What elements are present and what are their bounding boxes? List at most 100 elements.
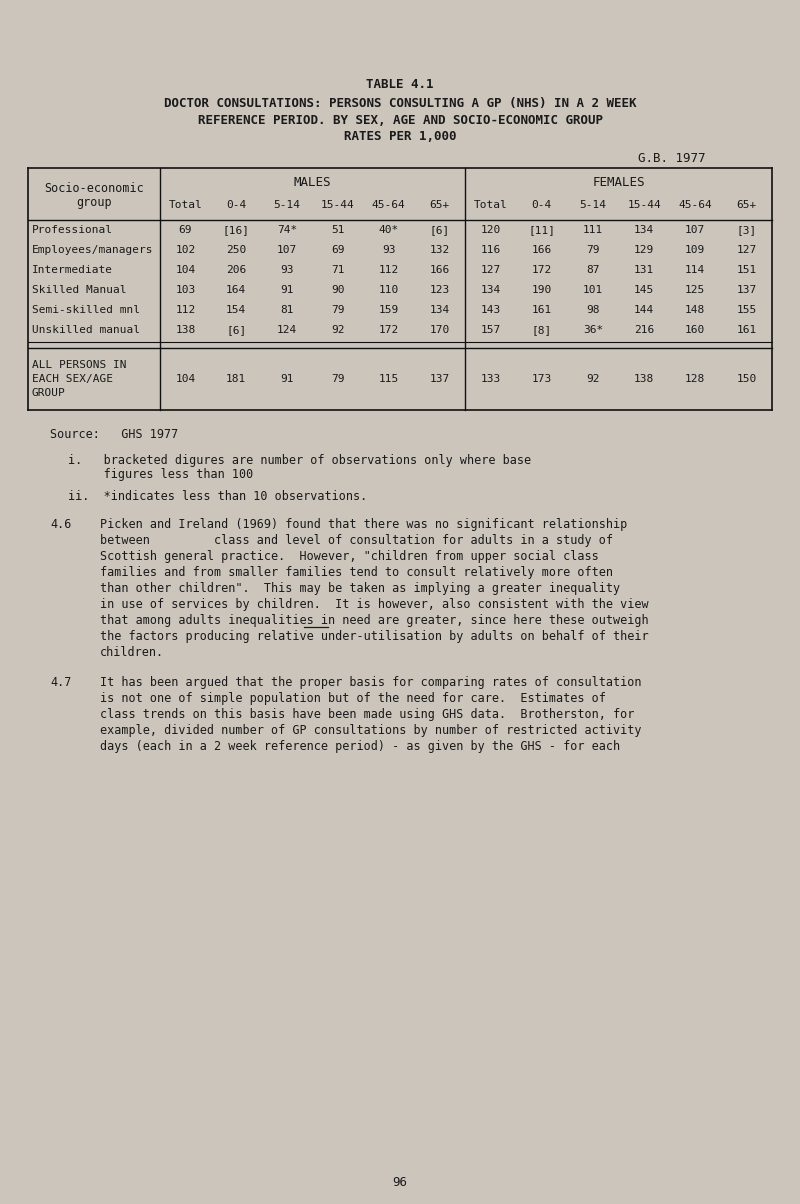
- Text: 216: 216: [634, 325, 654, 335]
- Text: children.: children.: [100, 647, 164, 659]
- Text: 137: 137: [736, 285, 757, 295]
- Text: 65+: 65+: [736, 200, 757, 209]
- Text: Scottish general practice.  However, "children from upper social class: Scottish general practice. However, "chi…: [100, 550, 598, 563]
- Text: 45-64: 45-64: [372, 200, 406, 209]
- Text: 92: 92: [586, 374, 600, 384]
- Text: 116: 116: [481, 244, 501, 255]
- Text: 69: 69: [331, 244, 345, 255]
- Text: 15-44: 15-44: [321, 200, 354, 209]
- Text: EACH SEX/AGE: EACH SEX/AGE: [32, 374, 113, 384]
- Text: 112: 112: [175, 305, 195, 315]
- Text: Employees/managers: Employees/managers: [32, 244, 154, 255]
- Text: 134: 134: [481, 285, 501, 295]
- Text: 155: 155: [736, 305, 757, 315]
- Text: ALL PERSONS IN: ALL PERSONS IN: [32, 360, 126, 370]
- Text: 173: 173: [532, 374, 552, 384]
- Text: Unskilled manual: Unskilled manual: [32, 325, 140, 335]
- Text: DOCTOR CONSULTATIONS: PERSONS CONSULTING A GP (NHS) IN A 2 WEEK: DOCTOR CONSULTATIONS: PERSONS CONSULTING…: [164, 96, 636, 110]
- Text: 190: 190: [532, 285, 552, 295]
- Text: 36*: 36*: [582, 325, 603, 335]
- Text: 166: 166: [532, 244, 552, 255]
- Text: 250: 250: [226, 244, 246, 255]
- Text: 145: 145: [634, 285, 654, 295]
- Text: 98: 98: [586, 305, 600, 315]
- Text: 40*: 40*: [378, 225, 399, 235]
- Text: 143: 143: [481, 305, 501, 315]
- Text: 91: 91: [280, 285, 294, 295]
- Text: 170: 170: [430, 325, 450, 335]
- Text: example, divided number of GP consultations by number of restricted activity: example, divided number of GP consultati…: [100, 724, 642, 737]
- Text: 127: 127: [736, 244, 757, 255]
- Text: 91: 91: [280, 374, 294, 384]
- Text: is not one of simple population but of the need for care.  Estimates of: is not one of simple population but of t…: [100, 692, 606, 706]
- Text: RATES PER 1,000: RATES PER 1,000: [344, 130, 456, 143]
- Text: 93: 93: [382, 244, 395, 255]
- Text: 74*: 74*: [277, 225, 298, 235]
- Text: 159: 159: [378, 305, 399, 315]
- Text: 172: 172: [532, 265, 552, 275]
- Text: FEMALES: FEMALES: [592, 176, 645, 189]
- Text: 138: 138: [634, 374, 654, 384]
- Text: 69: 69: [178, 225, 192, 235]
- Text: 71: 71: [331, 265, 345, 275]
- Text: Semi-skilled mnl: Semi-skilled mnl: [32, 305, 140, 315]
- Text: Total: Total: [474, 200, 507, 209]
- Text: [16]: [16]: [222, 225, 250, 235]
- Text: Skilled Manual: Skilled Manual: [32, 285, 126, 295]
- Text: G.B. 1977: G.B. 1977: [638, 152, 706, 165]
- Text: ii.  *indicates less than 10 observations.: ii. *indicates less than 10 observations…: [68, 490, 367, 503]
- Text: 129: 129: [634, 244, 654, 255]
- Text: 0-4: 0-4: [226, 200, 246, 209]
- Text: 45-64: 45-64: [678, 200, 712, 209]
- Text: 127: 127: [481, 265, 501, 275]
- Text: 125: 125: [685, 285, 706, 295]
- Text: that among adults inequalities in need are greater, since here these outweigh: that among adults inequalities in need a…: [100, 614, 649, 627]
- Text: 5-14: 5-14: [274, 200, 301, 209]
- Text: 51: 51: [331, 225, 345, 235]
- Text: 65+: 65+: [430, 200, 450, 209]
- Text: 134: 134: [430, 305, 450, 315]
- Text: Picken and Ireland (1969) found that there was no significant relationship: Picken and Ireland (1969) found that the…: [100, 518, 627, 531]
- Text: [3]: [3]: [736, 225, 757, 235]
- Text: [8]: [8]: [532, 325, 552, 335]
- Text: [6]: [6]: [226, 325, 246, 335]
- Text: than other children".  This may be taken as implying a greater inequality: than other children". This may be taken …: [100, 582, 620, 595]
- Text: 87: 87: [586, 265, 600, 275]
- Text: 151: 151: [736, 265, 757, 275]
- Text: 128: 128: [685, 374, 706, 384]
- Text: 133: 133: [481, 374, 501, 384]
- Text: 4.6: 4.6: [50, 518, 71, 531]
- Text: between         class and level of consultation for adults in a study of: between class and level of consultation …: [100, 535, 613, 547]
- Text: 161: 161: [532, 305, 552, 315]
- Text: 114: 114: [685, 265, 706, 275]
- Text: 109: 109: [685, 244, 706, 255]
- Text: the factors producing relative under-utilisation by adults on behalf of their: the factors producing relative under-uti…: [100, 630, 649, 643]
- Text: 15-44: 15-44: [627, 200, 661, 209]
- Text: 103: 103: [175, 285, 195, 295]
- Text: 79: 79: [331, 374, 345, 384]
- Text: 154: 154: [226, 305, 246, 315]
- Text: 161: 161: [736, 325, 757, 335]
- Text: 4.7: 4.7: [50, 675, 71, 689]
- Text: GROUP: GROUP: [32, 388, 66, 399]
- Text: 134: 134: [634, 225, 654, 235]
- Text: 101: 101: [582, 285, 603, 295]
- Text: 96: 96: [393, 1176, 407, 1190]
- Text: in use of services by children.  It is however, also consistent with the view: in use of services by children. It is ho…: [100, 598, 649, 610]
- Text: 107: 107: [685, 225, 706, 235]
- Text: 0-4: 0-4: [532, 200, 552, 209]
- Text: 150: 150: [736, 374, 757, 384]
- Text: 148: 148: [685, 305, 706, 315]
- Text: [11]: [11]: [528, 225, 555, 235]
- Text: families and from smaller families tend to consult relatively more often: families and from smaller families tend …: [100, 566, 613, 579]
- Text: [6]: [6]: [430, 225, 450, 235]
- Text: MALES: MALES: [294, 176, 331, 189]
- Text: 137: 137: [430, 374, 450, 384]
- Text: 5-14: 5-14: [579, 200, 606, 209]
- Text: 206: 206: [226, 265, 246, 275]
- Text: 92: 92: [331, 325, 345, 335]
- Text: 79: 79: [586, 244, 600, 255]
- Text: 120: 120: [481, 225, 501, 235]
- Text: Total: Total: [169, 200, 202, 209]
- Text: 172: 172: [378, 325, 399, 335]
